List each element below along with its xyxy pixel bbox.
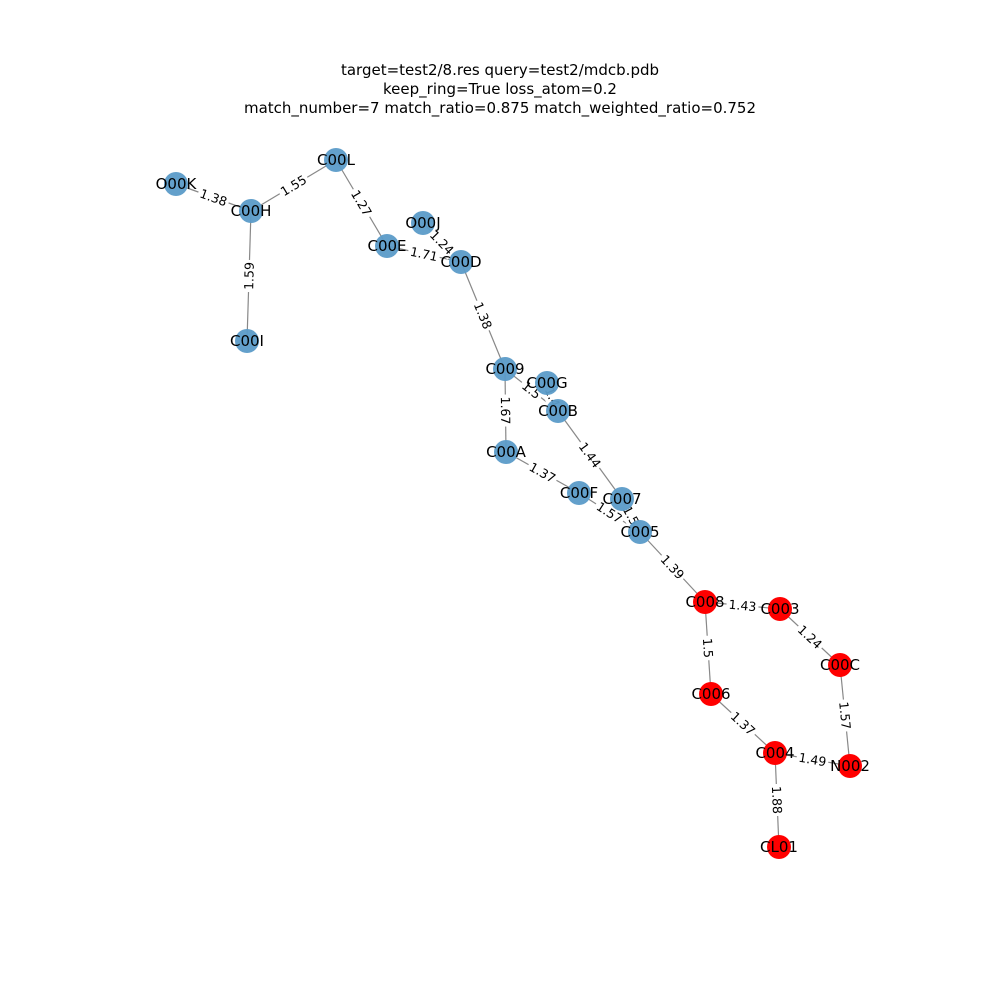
node-C00L-unmatched — [324, 148, 348, 172]
node-C00B-unmatched — [546, 399, 570, 423]
node-N002-matched — [838, 754, 862, 778]
node-C005-unmatched — [628, 520, 652, 544]
edge-label-group: 1.55 — [275, 170, 312, 201]
node-CL01-matched — [767, 835, 791, 859]
edge-label: 1.67 — [498, 396, 513, 424]
title-line-2: keep_ring=True loss_atom=0.2 — [383, 80, 617, 98]
node-label-N002: N002 — [830, 757, 870, 775]
node-label-C00B: C00B — [538, 402, 578, 420]
node-C007-unmatched — [610, 487, 634, 511]
figure-title: target=test2/8.res query=test2/mdcb.pdb … — [0, 61, 1000, 118]
edge-label-group: 1.37 — [524, 457, 561, 488]
node-C00E-unmatched — [375, 234, 399, 258]
edge-label-background — [591, 497, 628, 528]
edge-label-background — [240, 259, 258, 293]
edge-label-group: 1.59 — [240, 259, 258, 293]
node-label-C00E: C00E — [367, 237, 406, 255]
node-C004-matched — [763, 741, 787, 765]
edge-label: 1.57 — [836, 701, 854, 730]
node-label-C00L: C00L — [317, 151, 356, 169]
title-line-1: target=test2/8.res query=test2/mdcb.pdb — [340, 61, 660, 79]
edge-label: 1.71 — [409, 244, 439, 265]
edge-label-group: 1.27 — [346, 185, 377, 221]
node-C008-matched — [693, 590, 717, 614]
node-label-C005: C005 — [620, 523, 659, 541]
edge-label-background — [406, 242, 442, 266]
node-C00F-unmatched — [567, 481, 591, 505]
node-label-C008: C008 — [685, 593, 724, 611]
node-C009-unmatched — [493, 357, 517, 381]
edge-label-background — [497, 394, 514, 427]
edge-label-background — [574, 437, 606, 473]
node-C00C-matched — [828, 653, 852, 677]
edge-label-group: 1.57 — [835, 698, 855, 733]
node-C00I-unmatched — [235, 329, 259, 353]
edge-label-group: 1.49 — [795, 748, 830, 771]
title-line-3: match_number=7 match_ratio=0.875 match_w… — [243, 99, 757, 117]
node-label-C00I: C00I — [230, 332, 264, 350]
edge-label-group: 1.38 — [195, 184, 232, 211]
node-label-C00A: C00A — [486, 443, 527, 461]
edge-label-background — [835, 698, 855, 733]
edge-label: 1.43 — [728, 597, 757, 615]
node-label-O00J: O00J — [405, 214, 440, 232]
node-label-C009: C009 — [485, 360, 524, 378]
edge-label-background — [469, 297, 497, 334]
edge-label-group: 1.38 — [469, 297, 497, 334]
edge-label-background — [655, 549, 690, 585]
edge-label: 1.49 — [798, 750, 828, 770]
node-C00A-unmatched — [494, 440, 518, 464]
edge-label-background — [195, 184, 232, 211]
edge-label-group: 1.88 — [768, 783, 786, 817]
node-label-C003: C003 — [760, 600, 799, 618]
edge-label-group: 1.71 — [406, 242, 442, 266]
node-O00K-unmatched — [164, 172, 188, 196]
node-label-C007: C007 — [602, 490, 641, 508]
edge-label-background — [275, 170, 312, 201]
edge-label-background — [725, 706, 761, 741]
edge-label-background — [524, 457, 561, 488]
edge-label-background — [425, 225, 459, 260]
edge-label: 1.5 — [700, 638, 716, 659]
edge-label-background — [346, 185, 377, 221]
node-label-C00H: C00H — [231, 202, 272, 220]
edge-label-background — [516, 376, 547, 404]
node-C00G-unmatched — [535, 371, 559, 395]
edge-label-group: 1.5 — [699, 635, 717, 661]
edge-labels-layer: 1.38 1.551.271.591.241.711.381.51.41.671.… — [195, 170, 855, 817]
edge-label-background — [699, 635, 717, 661]
edge-label-group: 1.44 — [574, 437, 606, 473]
node-C003-matched — [768, 597, 792, 621]
node-label-O00K: O00K — [156, 175, 198, 193]
edge-label-group: 1.43 — [725, 596, 760, 615]
node-label-C006: C006 — [691, 685, 730, 703]
node-C006-matched — [699, 682, 723, 706]
node-label-C00G: C00G — [526, 374, 567, 392]
node-label-C00D: C00D — [440, 253, 481, 271]
edge-label-background — [768, 783, 786, 817]
edge-label-group: 1.67 — [497, 394, 514, 427]
node-C00H-unmatched — [239, 199, 263, 223]
node-C00D-unmatched — [449, 250, 473, 274]
edge-label: 1.59 — [241, 262, 257, 290]
node-label-C004: C004 — [755, 744, 794, 762]
edge-label-background — [792, 620, 828, 654]
edge-label-background — [795, 748, 830, 771]
edges-layer — [175, 159, 851, 848]
edge-label: 1.88 — [769, 786, 785, 814]
node-label-C00C: C00C — [820, 656, 860, 674]
nodes-layer — [164, 148, 862, 859]
node-label-C00F: C00F — [560, 484, 598, 502]
edge-label-background — [725, 596, 760, 615]
node-label-CL01: CL01 — [760, 838, 798, 856]
node-O00J-unmatched — [411, 211, 435, 235]
